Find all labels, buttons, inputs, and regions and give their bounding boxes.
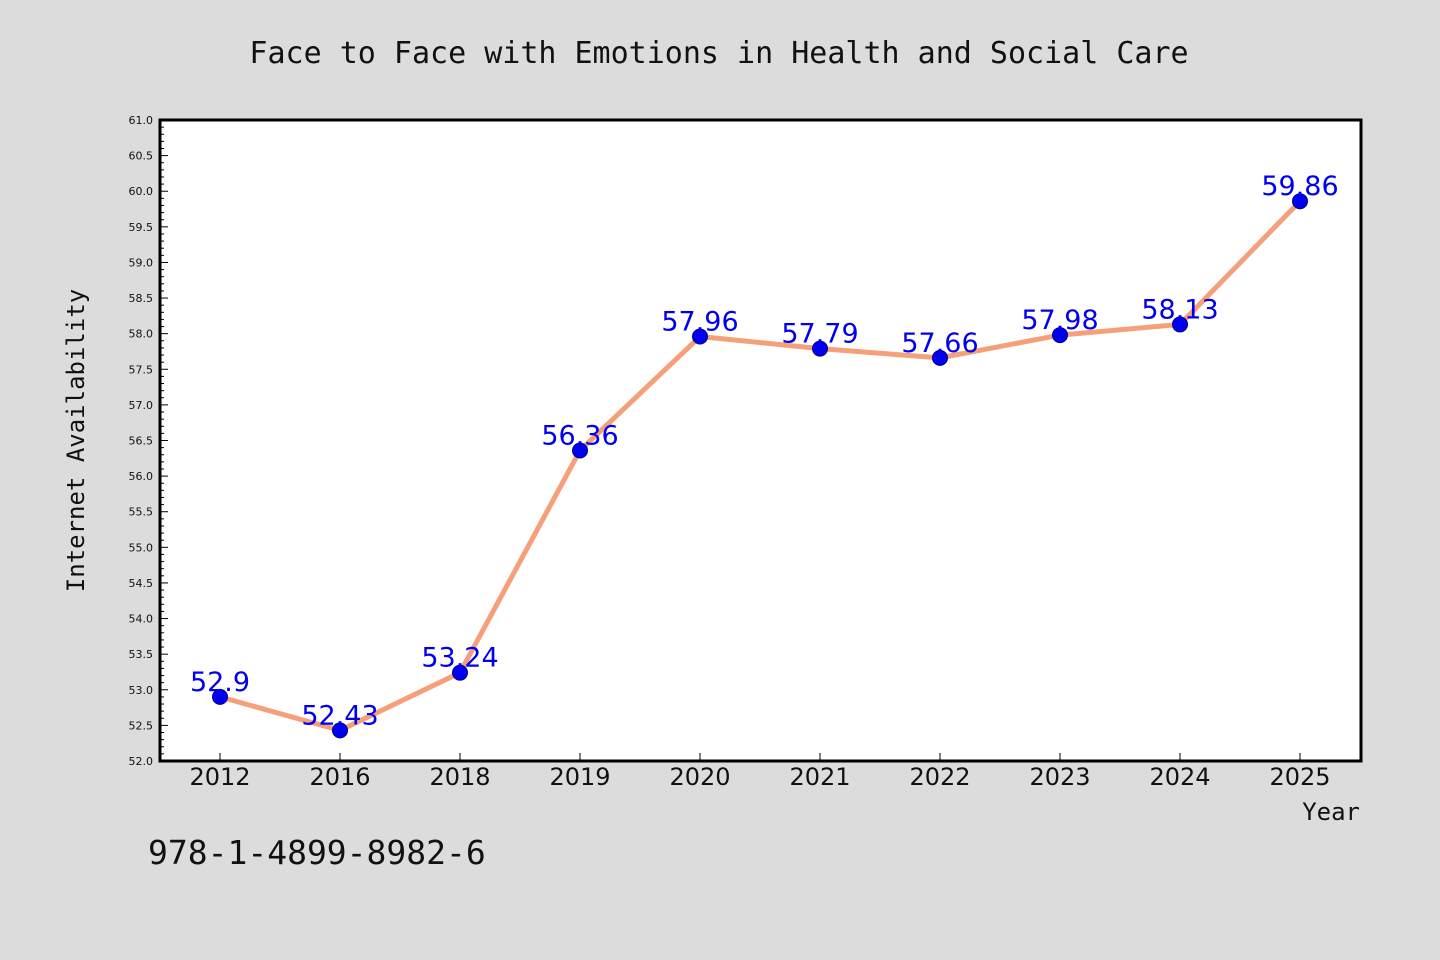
y-tick-label: 59.5 <box>129 221 154 234</box>
y-tick-label: 53.0 <box>129 684 154 697</box>
y-tick-label: 52.0 <box>129 755 154 768</box>
data-label: 57.66 <box>901 328 978 359</box>
y-tick-label: 61.0 <box>129 114 154 127</box>
data-point <box>572 442 588 459</box>
y-tick-label: 59.0 <box>129 256 154 269</box>
x-tick-label: 2019 <box>549 763 610 791</box>
x-tick-label: 2022 <box>909 763 970 791</box>
x-tick-label: 2016 <box>309 763 370 791</box>
y-tick-label: 53.5 <box>129 648 154 661</box>
y-tick-label: 56.0 <box>129 470 154 483</box>
y-axis-label: Internet Availability <box>62 289 90 592</box>
y-tick-label: 60.5 <box>129 150 154 163</box>
x-tick-label: 2023 <box>1029 763 1090 791</box>
isbn-footer: 978-1-4899-8982-6 <box>148 833 486 872</box>
data-point <box>1172 316 1188 333</box>
x-tick-label: 2018 <box>429 763 490 791</box>
data-point <box>812 340 828 357</box>
y-tick-label: 54.0 <box>129 613 154 626</box>
data-label: 52.9 <box>190 667 250 698</box>
y-tick-label: 55.0 <box>129 541 154 554</box>
data-point <box>332 722 348 739</box>
y-tick-label: 54.5 <box>129 577 154 590</box>
data-label: 52.43 <box>301 700 378 731</box>
plot-area <box>158 118 1363 763</box>
series-points-layer <box>212 193 1308 739</box>
data-label: 57.98 <box>1021 305 1098 336</box>
y-tick-label: 57.0 <box>129 399 154 412</box>
data-label: 59.86 <box>1261 171 1338 202</box>
data-point <box>1052 327 1068 344</box>
y-tick-label: 58.5 <box>129 292 154 305</box>
data-point <box>1292 193 1308 210</box>
x-tick-label: 2024 <box>1149 763 1210 791</box>
y-tick-label: 52.5 <box>129 719 154 732</box>
data-label: 53.24 <box>421 643 498 674</box>
series-line-layer <box>217 198 1303 733</box>
data-point <box>692 328 708 345</box>
x-tick-label: 2012 <box>189 763 250 791</box>
data-label: 57.96 <box>661 307 738 338</box>
y-tick-label: 56.5 <box>129 435 154 448</box>
data-point <box>212 688 228 705</box>
y-tick-label: 57.5 <box>129 363 154 376</box>
y-tick-label: 58.0 <box>129 328 154 341</box>
chart-title: Face to Face with Emotions in Health and… <box>249 36 1188 71</box>
data-label: 58.13 <box>1141 294 1218 325</box>
data-label: 56.36 <box>541 420 618 451</box>
data-labels-layer: 52.9 52.43 53.24 56.36 57.96 57.79 57.66 57.98 5… <box>190 171 1339 731</box>
x-axis-label: Year <box>1302 798 1360 826</box>
data-point <box>452 664 468 681</box>
y-tick-label: 55.5 <box>129 506 154 519</box>
data-point <box>932 349 948 366</box>
x-tick-label: 2020 <box>669 763 730 791</box>
data-label: 57.79 <box>781 319 858 350</box>
x-tick-label: 2025 <box>1269 763 1330 791</box>
x-tick-label: 2021 <box>789 763 850 791</box>
axis-ticks: 52.0 52.5 53.0 53.5 54.0 54.5 55.0 55.5 56.0 56.5… <box>129 114 1331 791</box>
y-tick-label: 60.0 <box>129 185 154 198</box>
series-line <box>217 198 1303 733</box>
